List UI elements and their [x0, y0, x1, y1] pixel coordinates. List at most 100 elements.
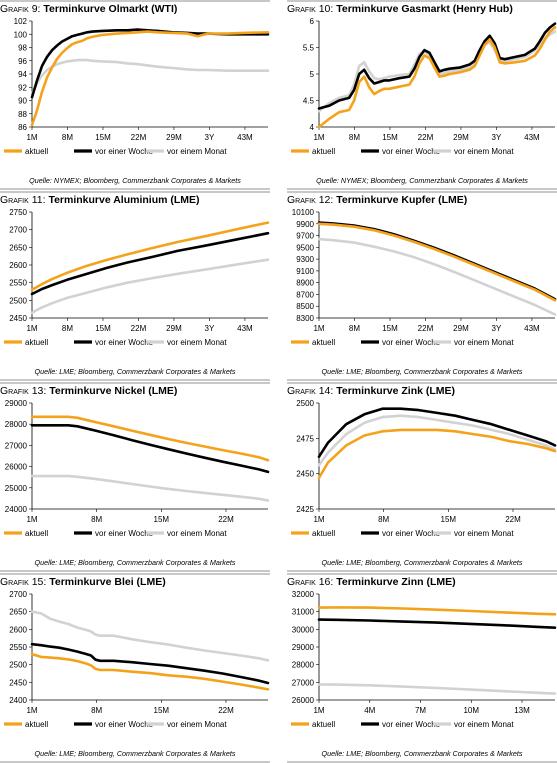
- legend-label-aktuell: aktuell: [312, 720, 335, 729]
- x-tick-label: 3Y: [492, 133, 502, 142]
- series-line-vor-einer-woche: [30, 28, 270, 99]
- source-note: Quelle: LME; Bloomberg, Commerzbank Corp…: [34, 749, 236, 758]
- top-rule: [287, 382, 557, 384]
- y-tick-label: 2750: [9, 208, 27, 217]
- legend-label-vor-einem-monat: vor einem Monat: [454, 720, 514, 729]
- bottom-rule: [287, 570, 557, 572]
- top-rule: [0, 191, 270, 193]
- x-tick-label: 43M: [237, 324, 253, 333]
- y-tick-label: 2450: [9, 678, 27, 687]
- y-tick-label: 27000: [5, 441, 28, 450]
- chart-title: Terminkurve Zink (LME): [336, 385, 456, 397]
- x-tick-label: 8M: [62, 324, 73, 333]
- x-tick-label: 8M: [349, 324, 360, 333]
- series-line-vor-einer-woche: [317, 618, 557, 630]
- legend-label-aktuell: aktuell: [25, 529, 48, 538]
- chart-title: Terminkurve Nickel (LME): [49, 385, 178, 397]
- y-tick-label: 29000: [5, 399, 28, 408]
- top-rule: [0, 382, 270, 384]
- series-line-vor-einem-monat: [30, 474, 270, 502]
- y-tick-label: 102: [14, 17, 28, 26]
- x-tick-label: 8M: [91, 515, 102, 524]
- panel-zink: Grafik 14: Terminkurve Zink (LME) 2425 24…: [287, 382, 557, 572]
- series-line-vor-einem-monat: [30, 58, 270, 96]
- y-tick-label: 98: [18, 44, 27, 53]
- x-tick-label: 15M: [382, 133, 398, 142]
- y-tick-label: 2400: [9, 696, 27, 705]
- x-tick-label: 15M: [95, 324, 111, 333]
- x-tick-label: 22M: [131, 133, 147, 142]
- x-tick-label: 22M: [131, 324, 147, 333]
- bottom-rule: [287, 761, 557, 763]
- series-line-vor-einem-monat: [317, 414, 557, 467]
- series-line-vor-einer-woche: [30, 642, 270, 685]
- legend-label-aktuell: aktuell: [312, 338, 335, 347]
- x-tick-label: 22M: [505, 515, 521, 524]
- line-chart-zinn: 26000 27000 28000 29000 30000 31000 32000 1M 4M 7…: [291, 590, 557, 729]
- y-tick-label: 4: [310, 123, 315, 132]
- y-tick-label: 31000: [292, 608, 315, 617]
- figure-number: Grafik 9:: [0, 3, 41, 15]
- legend-label-vor-einer-woche: vor einer Woche: [382, 529, 441, 538]
- series-line-vor-einer-woche: [317, 221, 557, 301]
- line-chart-kupfer: 8300 8500 8700 8900 9100 9300 9500 9700 9900 1010…: [291, 208, 557, 347]
- chart-title: Terminkurve Blei (LME): [49, 576, 166, 588]
- line-chart-zink: 2425 2450 2475 2500 1M 8M 15M 22M aktuell vor ein…: [291, 399, 557, 538]
- legend-label-vor-einem-monat: vor einem Monat: [454, 529, 514, 538]
- x-tick-label: 1M: [313, 324, 324, 333]
- series-line-aktuell: [317, 606, 557, 616]
- x-tick-label: 15M: [382, 324, 398, 333]
- y-tick-label: 8700: [296, 290, 314, 299]
- series-line-aktuell: [30, 415, 270, 462]
- y-tick-label: 9100: [296, 267, 314, 276]
- legend-label-vor-einem-monat: vor einem Monat: [167, 720, 227, 729]
- legend-label-aktuell: aktuell: [312, 147, 335, 156]
- line-chart-henry-hub: 4 4.5 5 5.5 6 1M 8M 15M 22M 29M 3Y 43M aktuell vor ei…: [291, 17, 557, 156]
- panel-title: Grafik 9: Terminkurve Olmarkt (WTI): [0, 3, 177, 15]
- y-tick-label: 94: [18, 70, 27, 79]
- x-tick-label: 1M: [26, 515, 37, 524]
- y-tick-label: 100: [14, 30, 28, 39]
- y-tick-label: 29000: [292, 643, 315, 652]
- x-tick-label: 29M: [453, 133, 469, 142]
- series-line-vor-einer-woche: [317, 22, 557, 110]
- bottom-rule: [0, 379, 270, 381]
- x-tick-label: 1M: [313, 515, 324, 524]
- x-tick-label: 15M: [95, 133, 111, 142]
- legend-label-aktuell: aktuell: [25, 147, 48, 156]
- y-tick-label: 2700: [9, 590, 27, 599]
- series-line-aktuell: [30, 30, 270, 127]
- x-tick-label: 43M: [524, 133, 540, 142]
- y-tick-label: 2650: [9, 608, 27, 617]
- x-tick-label: 3Y: [492, 324, 502, 333]
- y-tick-label: 25000: [5, 484, 28, 493]
- top-rule: [0, 0, 270, 2]
- chart-title: Terminkurve Aluminium (LME): [48, 194, 200, 206]
- x-tick-label: 1M: [26, 133, 37, 142]
- chart-title: Terminkurve Gasmarkt (Henry Hub): [336, 3, 513, 15]
- series-line-vor-einer-woche: [317, 407, 557, 459]
- y-tick-label: 2425: [296, 505, 314, 514]
- legend-label-vor-einem-monat: vor einem Monat: [454, 338, 514, 347]
- legend-label-vor-einer-woche: vor einer Woche: [382, 720, 441, 729]
- source-note: Quelle: LME; Bloomberg, Commerzbank Corp…: [321, 749, 523, 758]
- legend-label-vor-einer-woche: vor einer Woche: [95, 720, 154, 729]
- figure-number: Grafik 15:: [0, 576, 47, 588]
- x-tick-label: 8M: [62, 133, 73, 142]
- legend-label-vor-einem-monat: vor einem Monat: [167, 529, 227, 538]
- y-tick-label: 6: [310, 17, 315, 26]
- legend-label-vor-einem-monat: vor einem Monat: [454, 147, 514, 156]
- y-tick-label: 5.5: [303, 44, 315, 53]
- x-tick-label: 22M: [218, 515, 234, 524]
- y-tick-label: 2450: [296, 470, 314, 479]
- line-chart-aluminium: 2450 2500 2550 2600 2650 2700 2750 1M 8M 15M 22M 29…: [4, 208, 270, 347]
- figure-number: Grafik 12:: [287, 194, 334, 206]
- x-tick-label: 4M: [364, 706, 375, 715]
- top-rule: [287, 191, 557, 193]
- x-tick-label: 22M: [418, 133, 434, 142]
- y-tick-label: 5: [310, 70, 315, 79]
- legend-label-aktuell: aktuell: [25, 720, 48, 729]
- y-tick-label: 2500: [296, 399, 314, 408]
- panel-nickel: Grafik 13: Terminkurve Nickel (LME) 2400…: [0, 382, 270, 572]
- x-tick-label: 1M: [26, 706, 37, 715]
